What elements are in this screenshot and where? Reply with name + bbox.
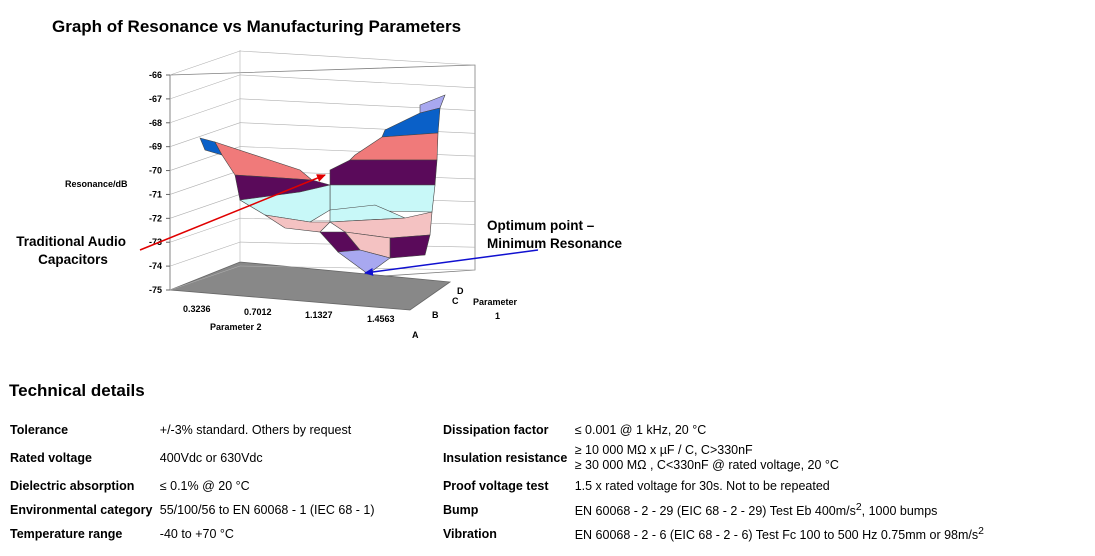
section-title: Technical details <box>9 381 145 400</box>
gridline <box>169 170 241 195</box>
spec-value: 1.5 x rated voltage for 30s. Not to be r… <box>574 479 830 493</box>
spec-value-text: EN 60068 - 2 - 6 (EIC 68 - 2 - 6) Test F… <box>574 528 979 543</box>
spec-value: EN 60068 - 2 - 6 (EIC 68 - 2 - 6) Test F… <box>573 522 1095 546</box>
gridline <box>169 50 241 76</box>
z-tick-label: -74 <box>149 261 162 271</box>
superscript: 2 <box>855 501 862 513</box>
x-tick-label: 1.1327 <box>305 310 333 320</box>
spec-label: Environmental category <box>10 503 153 517</box>
resonance-chart: Graph of Resonance vs Manufacturing Para… <box>16 17 623 340</box>
depth-axis-label-line2: 1 <box>495 311 500 321</box>
z-tick-label: -66 <box>149 70 162 80</box>
spec-value: -40 to +70 °C <box>159 527 234 541</box>
spec-value-multiline: ≥ 10 000 MΩ x µF / C, C>330nF ≥ 30 000 M… <box>573 442 1095 474</box>
z-tick-label: -69 <box>149 142 162 152</box>
spec-value-tail: , 1000 bumps <box>861 504 938 519</box>
depth-tick-label: B <box>432 310 439 320</box>
annotation-optimum-line2: Minimum Resonance <box>487 236 623 251</box>
spec-label: Dissipation factor <box>442 423 549 437</box>
gridline <box>169 74 241 100</box>
spec-row: Tolerance +/-3% standard. Others by requ… <box>8 418 1095 442</box>
spec-label: Dielectric absorption <box>10 479 135 493</box>
depth-axis-label: Parameter 1 <box>473 297 520 321</box>
surface-patch-purple-br <box>389 234 431 259</box>
gridline <box>169 194 241 219</box>
depth-tick-labels: A B C D <box>412 286 464 340</box>
x-axis-label: Parameter 2 <box>210 322 262 332</box>
z-tick-label: -71 <box>149 189 162 199</box>
gridline <box>169 241 241 267</box>
spec-label: Rated voltage <box>10 451 92 465</box>
z-tick-label: -75 <box>149 285 162 295</box>
arrow-traditional <box>139 174 326 251</box>
x-tick-label: 0.3236 <box>183 304 211 314</box>
surface-patch-purple-right <box>329 159 438 186</box>
x-tick-labels: 0.3236 0.7012 1.1327 1.4563 <box>183 304 395 324</box>
gridline <box>169 122 241 147</box>
spec-label: Bump <box>442 503 479 517</box>
depth-tick-label: D <box>457 286 464 296</box>
depth-tick-label: A <box>412 330 419 340</box>
chart-title: Graph of Resonance vs Manufacturing Para… <box>52 17 461 36</box>
z-tick-label: -72 <box>149 213 162 223</box>
surface-patch-salmon-right <box>349 132 439 161</box>
z-tick-label: -70 <box>149 166 162 176</box>
z-tick-label: -67 <box>149 94 162 104</box>
annotation-traditional: Traditional Audio Capacitors <box>16 234 130 267</box>
spec-value: 400Vdc or 630Vdc <box>159 451 263 465</box>
annotation-optimum: Optimum point – Minimum Resonance <box>487 218 623 251</box>
gridline <box>239 265 476 271</box>
spec-label: Proof voltage test <box>442 479 549 493</box>
z-tick-labels: -66 -67 -68 -69 -70 -71 -72 -73 -74 -75 <box>149 70 162 295</box>
spec-label: Insulation resistance <box>442 451 568 465</box>
spec-row: Environmental category 55/100/56 to EN 6… <box>8 498 1095 522</box>
spec-value: EN 60068 - 2 - 29 (EIC 68 - 2 - 29) Test… <box>573 498 1095 522</box>
surface-patch-pink-left <box>264 214 331 233</box>
spec-value-line: ≥ 30 000 MΩ , C<330nF @ rated voltage, 2… <box>574 458 839 472</box>
spec-label: Tolerance <box>10 423 69 437</box>
gridline <box>169 217 241 243</box>
surface-patch-lavender-bottom <box>337 249 391 275</box>
spec-row: Dielectric absorption ≤ 0.1% @ 20 °C Pro… <box>8 474 1095 498</box>
z-tick-label: -73 <box>149 237 162 247</box>
superscript: 2 <box>978 525 984 537</box>
z-axis-label: Resonance/dB <box>65 179 128 189</box>
spec-value: ≤ 0.1% @ 20 °C <box>159 479 250 493</box>
annotation-traditional-line1: Traditional Audio <box>16 234 126 249</box>
gridline <box>169 98 241 124</box>
spec-row: Temperature range -40 to +70 °C Vibratio… <box>8 522 1095 546</box>
spec-label: Vibration <box>442 527 497 541</box>
arrow-optimum <box>364 249 539 276</box>
annotation-traditional-line2: Capacitors <box>38 252 108 267</box>
gridline <box>239 74 476 89</box>
surface-patch-blue-right <box>381 107 441 138</box>
z-tick-label: -68 <box>149 118 162 128</box>
annotation-optimum-line1: Optimum point – <box>487 218 595 233</box>
spec-value: ≤ 0.001 @ 1 kHz, 20 °C <box>574 423 707 437</box>
spec-row: Rated voltage 400Vdc or 630Vdc Insulatio… <box>8 442 1095 474</box>
spec-value: +/-3% standard. Others by request <box>159 423 352 437</box>
depth-tick-label: C <box>452 296 459 306</box>
spec-value-line: ≥ 10 000 MΩ x µF / C, C>330nF <box>574 443 753 457</box>
gridline <box>169 265 241 291</box>
x-tick-label: 1.4563 <box>367 314 395 324</box>
chart-floor <box>169 261 452 311</box>
surface <box>199 94 446 275</box>
spec-label: Temperature range <box>10 527 123 541</box>
gridline <box>239 50 476 66</box>
depth-axis-label-line1: Parameter <box>473 297 518 307</box>
spec-value-text: EN 60068 - 2 - 29 (EIC 68 - 2 - 29) Test… <box>574 504 856 519</box>
x-tick-label: 0.7012 <box>244 307 272 317</box>
spec-value: 55/100/56 to EN 60068 - 1 (IEC 68 - 1) <box>159 503 375 517</box>
technical-details-table: Tolerance +/-3% standard. Others by requ… <box>8 418 1095 546</box>
